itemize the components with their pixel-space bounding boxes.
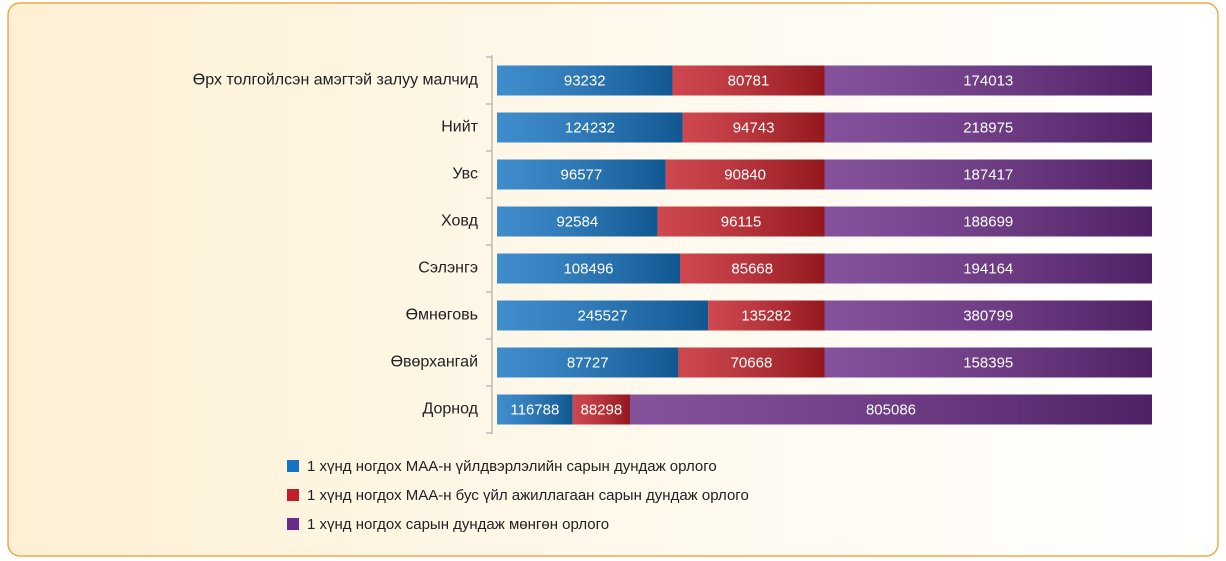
data-label: 218975 [963,119,1013,136]
data-label: 93232 [564,72,606,89]
bar-shade [629,394,1152,425]
data-label: 124232 [565,119,615,136]
bar-shade [497,112,683,143]
data-label: 135282 [741,307,791,324]
data-label: 96115 [721,213,762,230]
data-label: 174013 [963,72,1013,89]
data-label: 94743 [733,119,775,136]
category-label: Дорнод [422,401,478,418]
data-label: 108496 [563,260,613,277]
bar-shade [497,206,658,237]
bar-shade [824,159,1152,190]
category-label: Ховд [441,213,479,230]
bar-shade [824,65,1152,96]
data-label: 80781 [728,72,770,89]
bar-shade [657,206,825,237]
data-label: 116788 [510,401,559,418]
data-label: 158395 [963,354,1013,371]
bar-shade [824,112,1152,143]
data-label: 90840 [724,166,766,183]
data-label: 92584 [556,213,598,230]
legend-label: 1 хүнд ногдох МАА-н үйлдвэрлэлийн сарын … [307,458,717,475]
bar-shade [682,112,825,143]
legend-label: 1 хүнд ногдох МАА-н бус үйл ажиллагаан с… [307,487,749,504]
bar-shade [824,253,1152,284]
bar-shade [665,159,825,190]
data-label: 194164 [963,260,1013,277]
bar-shade [497,65,673,96]
legend-swatch [287,489,299,501]
data-label: 88298 [580,401,622,418]
data-label: 245527 [578,307,628,324]
bar-shade [497,300,709,331]
data-label: 85668 [731,260,773,277]
bar-shade [497,394,573,425]
bar-shade [680,253,825,284]
data-label: 70668 [731,354,773,371]
category-label: Сэлэнгэ [418,260,478,277]
bar-shade [497,253,681,284]
category-label: Нийт [441,119,478,136]
legend-swatch [287,460,299,472]
bar-shade [497,347,679,378]
data-label: 380799 [963,307,1013,324]
category-label: Өмнөговь [406,307,478,324]
bar-shade [824,347,1152,378]
legend-swatch [287,518,299,530]
category-label: Өвөрхангай [391,354,478,371]
legend-label: 1 хүнд ногдох сарын дундаж мөнгөн орлого [307,516,609,533]
category-label: Увс [452,166,478,183]
bar-shade [572,394,630,425]
data-label: 187417 [963,166,1013,183]
data-label: 87727 [567,354,609,371]
data-label: 805086 [866,401,916,418]
bar-shade [672,65,825,96]
bar-shade [708,300,825,331]
bar-shade [824,206,1152,237]
bar-shade [678,347,825,378]
bar-shade [824,300,1152,331]
bar-shade [497,159,666,190]
data-label: 96577 [561,166,603,183]
category-label: Өрх толгойлсэн амэгтэй залуу малчид [193,72,479,89]
data-label: 188699 [963,213,1013,230]
